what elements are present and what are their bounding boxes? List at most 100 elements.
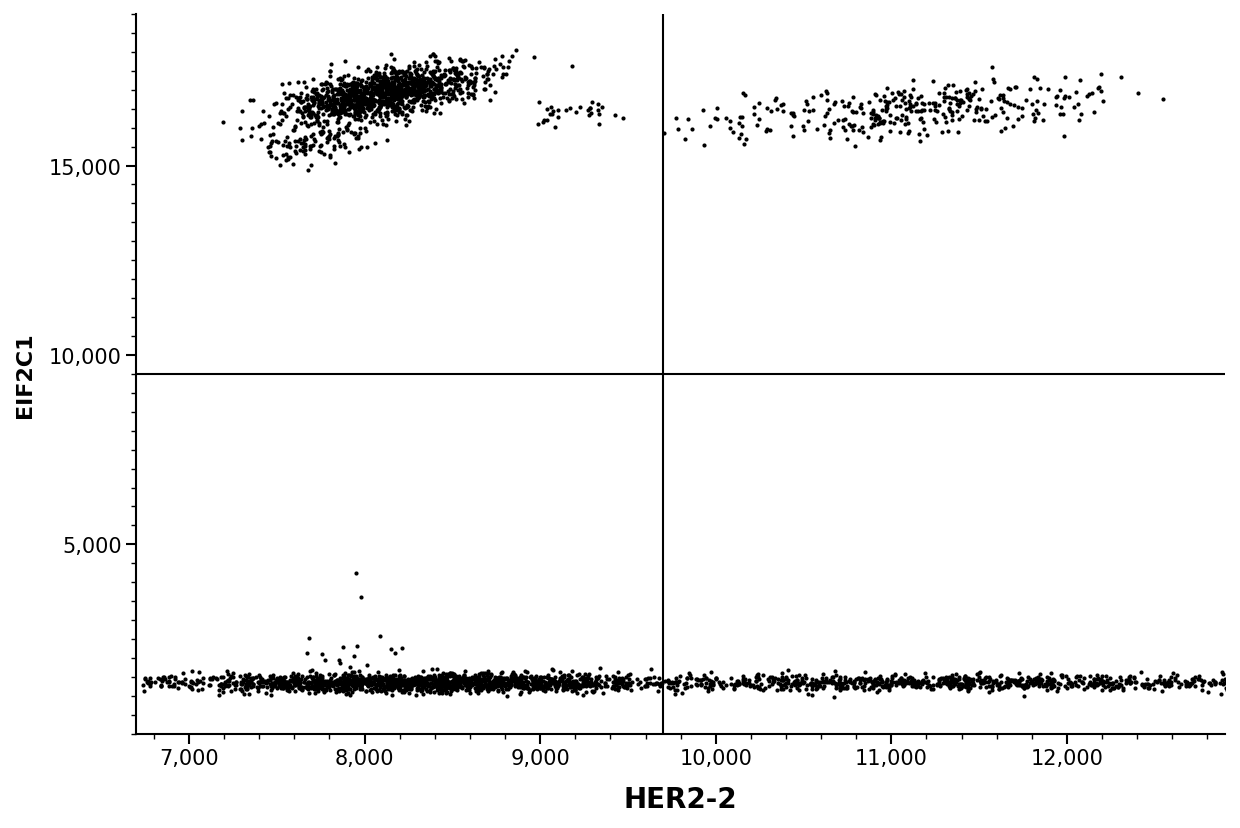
Point <box>1037 671 1056 684</box>
Point <box>285 678 305 691</box>
Point <box>322 84 342 97</box>
Point <box>932 126 952 139</box>
Point <box>1008 675 1028 688</box>
Point <box>971 676 991 690</box>
Point <box>277 676 296 690</box>
Point <box>392 66 412 79</box>
Point <box>517 679 537 692</box>
Point <box>381 680 401 693</box>
Point <box>252 674 272 687</box>
Point <box>537 681 557 694</box>
Point <box>838 97 858 110</box>
Point <box>384 83 404 96</box>
Point <box>518 681 538 695</box>
Point <box>992 681 1012 695</box>
Point <box>327 117 347 130</box>
Point <box>393 75 413 88</box>
Point <box>320 674 340 687</box>
Point <box>361 89 381 103</box>
Point <box>335 94 355 108</box>
Point <box>959 673 978 686</box>
Point <box>487 683 507 696</box>
Point <box>841 120 861 133</box>
Point <box>309 685 329 698</box>
Point <box>265 676 285 689</box>
Point <box>1054 130 1074 143</box>
Point <box>518 685 538 698</box>
Point <box>496 68 516 81</box>
Point <box>352 671 372 684</box>
Point <box>315 675 335 688</box>
Point <box>792 676 812 690</box>
Point <box>448 681 467 694</box>
Point <box>373 75 393 88</box>
Point <box>273 676 293 689</box>
Point <box>529 677 549 691</box>
Point <box>340 84 360 97</box>
Point <box>543 105 563 118</box>
Point <box>200 672 219 685</box>
Point <box>670 670 689 683</box>
Point <box>425 671 445 684</box>
Point <box>140 675 160 688</box>
Point <box>372 114 392 128</box>
Point <box>332 106 352 119</box>
Point <box>806 674 826 687</box>
Point <box>485 681 505 694</box>
Point <box>470 672 490 686</box>
Point <box>942 108 962 122</box>
Point <box>398 678 418 691</box>
Point <box>527 683 547 696</box>
Point <box>361 676 381 690</box>
Point <box>423 681 443 694</box>
Point <box>872 104 892 118</box>
Point <box>429 676 449 690</box>
Point <box>253 105 273 118</box>
Point <box>343 678 363 691</box>
Point <box>511 686 531 699</box>
Point <box>378 672 398 685</box>
Point <box>298 646 317 659</box>
Point <box>398 87 418 100</box>
Point <box>525 681 544 695</box>
Point <box>732 128 751 141</box>
Point <box>322 675 342 688</box>
Point <box>706 672 725 686</box>
Point <box>317 676 337 690</box>
Point <box>243 672 263 685</box>
Point <box>585 677 605 691</box>
Point <box>1069 679 1089 692</box>
Point <box>469 683 489 696</box>
Point <box>401 104 420 117</box>
Point <box>339 99 358 112</box>
Point <box>485 53 505 66</box>
Point <box>360 97 379 110</box>
Point <box>573 688 593 701</box>
Point <box>429 686 449 700</box>
Point <box>270 118 290 132</box>
Point <box>17 682 37 696</box>
Point <box>414 676 434 690</box>
Point <box>735 676 755 690</box>
Point <box>278 678 298 691</box>
Point <box>817 108 837 121</box>
Point <box>611 678 631 691</box>
Point <box>394 670 414 683</box>
Point <box>360 104 379 118</box>
Point <box>376 63 396 76</box>
Point <box>965 76 985 89</box>
Point <box>856 666 875 679</box>
Point <box>511 680 531 693</box>
Point <box>925 104 945 118</box>
Point <box>219 678 239 691</box>
Point <box>433 668 453 681</box>
Point <box>756 125 776 138</box>
Point <box>371 91 391 104</box>
Point <box>785 675 805 688</box>
Point <box>289 681 309 695</box>
Point <box>368 677 388 691</box>
Point <box>1141 678 1161 691</box>
Point <box>389 679 409 692</box>
Point <box>481 678 501 691</box>
Point <box>739 674 759 687</box>
